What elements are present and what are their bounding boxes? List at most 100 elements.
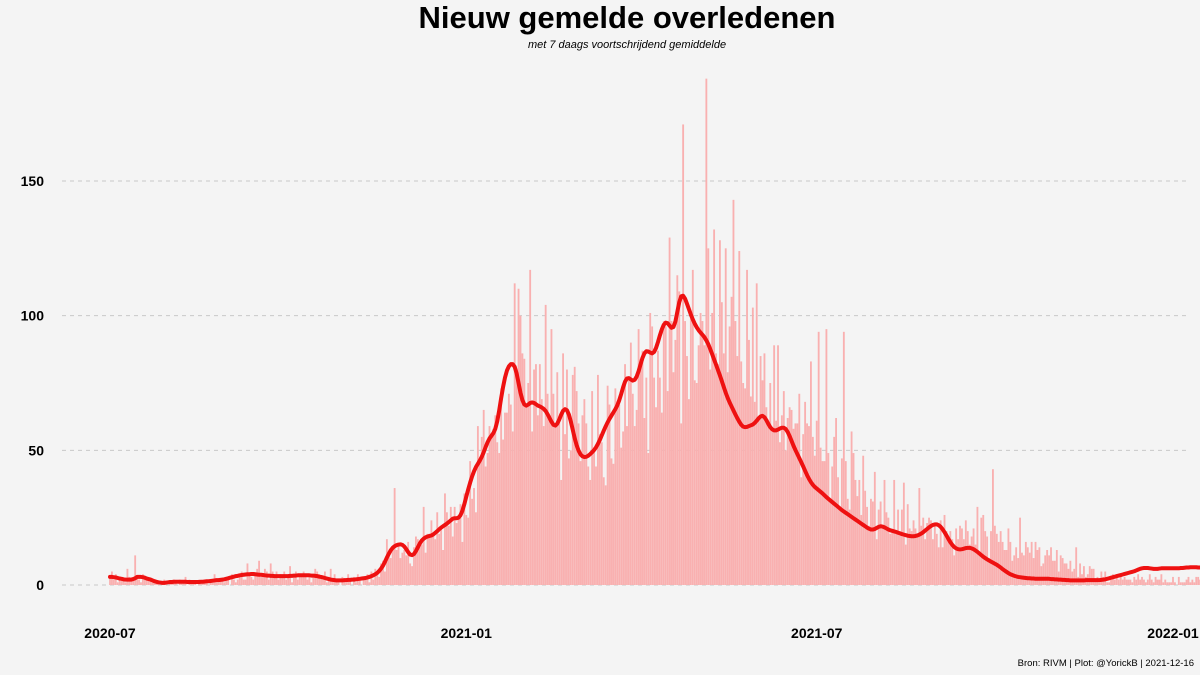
bar bbox=[1071, 571, 1074, 585]
bar bbox=[1030, 541, 1033, 585]
bar bbox=[1141, 576, 1143, 585]
bar bbox=[449, 506, 452, 585]
bar bbox=[337, 582, 340, 585]
bar bbox=[120, 579, 123, 585]
bar bbox=[1195, 576, 1198, 585]
bar bbox=[740, 361, 743, 585]
bar bbox=[391, 547, 394, 585]
bar bbox=[1164, 579, 1167, 585]
bar bbox=[804, 401, 807, 585]
axes: 0 50 100 150 2020-07 2021-01 2021-07 2022-01 bbox=[21, 173, 1199, 641]
bar bbox=[1143, 579, 1145, 585]
bar bbox=[254, 574, 257, 585]
bar bbox=[612, 463, 615, 585]
bar bbox=[296, 579, 299, 585]
bar bbox=[1117, 579, 1120, 585]
bar bbox=[1166, 582, 1169, 585]
bar bbox=[990, 531, 992, 585]
bar bbox=[420, 544, 423, 585]
y-tick-label: 100 bbox=[21, 308, 45, 324]
bar bbox=[225, 576, 228, 585]
bar bbox=[881, 528, 884, 585]
bar bbox=[825, 329, 828, 585]
bar bbox=[294, 571, 297, 585]
bar bbox=[523, 358, 526, 585]
bar bbox=[231, 574, 233, 585]
bar bbox=[962, 539, 965, 585]
bar bbox=[573, 366, 576, 585]
bar bbox=[734, 321, 737, 585]
bar bbox=[748, 339, 750, 585]
bar bbox=[749, 396, 752, 585]
bar bbox=[728, 326, 731, 585]
bar bbox=[1181, 582, 1184, 585]
bar bbox=[151, 582, 154, 585]
bar bbox=[571, 374, 574, 585]
bar bbox=[1183, 582, 1186, 585]
bar bbox=[546, 393, 549, 585]
bar bbox=[517, 288, 520, 585]
bar bbox=[966, 531, 969, 585]
bar bbox=[1110, 579, 1112, 585]
bar bbox=[569, 450, 572, 585]
x-tick-label: 2020-07 bbox=[84, 625, 136, 641]
bar bbox=[815, 420, 818, 585]
bar bbox=[358, 579, 361, 585]
bar bbox=[482, 409, 485, 585]
bar bbox=[260, 576, 262, 585]
bar bbox=[109, 576, 111, 585]
bar bbox=[660, 412, 663, 585]
bar bbox=[844, 461, 847, 585]
bar bbox=[589, 479, 592, 585]
bar bbox=[219, 579, 222, 585]
bar bbox=[757, 418, 760, 585]
bar bbox=[891, 531, 894, 585]
bar bbox=[1125, 579, 1128, 585]
bar bbox=[1106, 582, 1109, 585]
chart-title: Nieuw gemelde overledenen bbox=[418, 0, 836, 35]
bar bbox=[802, 434, 805, 585]
bar bbox=[895, 531, 898, 585]
bar bbox=[143, 579, 146, 585]
bar bbox=[461, 541, 464, 585]
bar bbox=[701, 321, 704, 585]
daily-bars bbox=[109, 78, 1200, 586]
bar bbox=[1112, 574, 1114, 585]
bar bbox=[775, 420, 777, 585]
bar bbox=[509, 404, 512, 585]
bar bbox=[1177, 576, 1180, 585]
bar bbox=[242, 579, 245, 585]
bar bbox=[999, 531, 1002, 585]
bar bbox=[329, 568, 332, 585]
bar bbox=[1168, 582, 1171, 585]
bar bbox=[1024, 541, 1027, 585]
bar bbox=[500, 388, 503, 585]
bar bbox=[597, 374, 599, 585]
bar bbox=[535, 364, 537, 585]
bar bbox=[995, 533, 998, 585]
bar bbox=[955, 528, 958, 585]
bar bbox=[637, 329, 640, 585]
bar bbox=[993, 525, 996, 585]
x-tick-label: 2021-07 bbox=[791, 625, 843, 641]
bar bbox=[945, 531, 948, 585]
bar bbox=[215, 582, 218, 585]
bar bbox=[438, 533, 441, 585]
bar bbox=[777, 345, 779, 585]
bar bbox=[840, 458, 843, 585]
bar bbox=[1094, 579, 1097, 585]
bar bbox=[1160, 574, 1163, 585]
bar bbox=[566, 369, 568, 585]
bar bbox=[906, 504, 909, 585]
bar bbox=[819, 447, 822, 585]
bar bbox=[616, 401, 619, 585]
bar bbox=[862, 455, 865, 585]
bar bbox=[554, 426, 557, 585]
chart-subtitle: met 7 daags voortschrijdend gemiddelde bbox=[527, 39, 727, 51]
bar bbox=[513, 283, 516, 585]
bar bbox=[331, 579, 334, 585]
bar bbox=[606, 385, 609, 585]
bar bbox=[293, 576, 295, 585]
bar bbox=[1197, 576, 1200, 585]
bar bbox=[933, 523, 936, 585]
